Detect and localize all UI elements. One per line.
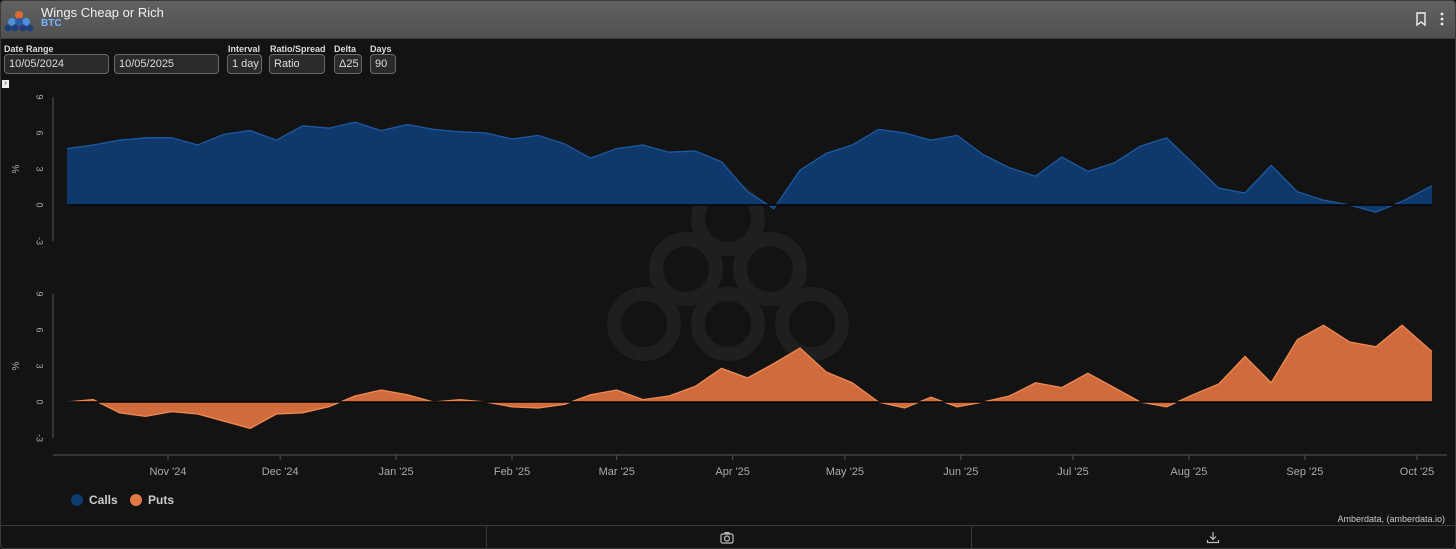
x-tick-label: Apr '25 (715, 466, 750, 478)
x-tick-label: Jan '25 (379, 466, 414, 478)
x-axis: Nov '24 Dec '24 Jan '25 Feb '25 Mar '25 Apr '… (53, 454, 1447, 478)
widget-header: Wings Cheap or Rich BTC (1, 1, 1455, 39)
legend-calls-marker (71, 494, 83, 506)
credit-text: Amberdata, (amberdata.io) (1337, 514, 1445, 524)
expand-toggle-icon[interactable]: › (2, 80, 9, 88)
area-calls[interactable] (67, 122, 1432, 213)
watermark-logo (607, 182, 849, 361)
start-date-input[interactable]: 10/05/2024 (4, 54, 109, 74)
y-tick-label: 6 (35, 327, 45, 332)
asset-label: BTC (41, 18, 62, 29)
interval-label: Interval (228, 44, 261, 54)
legend-puts-marker (130, 494, 142, 506)
y-tick-label: 0 (35, 202, 45, 207)
legend-puts[interactable]: Puts (130, 493, 174, 507)
days-label: Days (370, 44, 392, 54)
amberdata-logo-icon (4, 11, 34, 32)
bookmark-icon[interactable] (1413, 11, 1429, 27)
line-calls (66, 121, 1433, 213)
x-tick-label: Feb '25 (494, 466, 530, 478)
chart-canvas: -3 0 3 6 9% -3 0 3 6 9% Nov '24 Dec '24 Jan '25 Feb '… (11, 94, 1447, 478)
ratio-spread-label: Ratio/Spread (270, 44, 326, 54)
legend-calls-label: Calls (89, 493, 118, 507)
delta-select[interactable]: Δ25 (334, 54, 362, 74)
y-tick-label: -3 (35, 237, 45, 245)
x-tick-label: May '25 (826, 466, 864, 478)
x-tick-label: Jul '25 (1057, 466, 1088, 478)
widget-footer (1, 525, 1455, 548)
panel-calls: -3 0 3 6 9% (11, 94, 1433, 245)
y-axis-label: % (11, 164, 22, 173)
x-tick-label: Jun '25 (943, 466, 978, 478)
ratio-spread-select[interactable]: Ratio (269, 54, 325, 74)
camera-icon (720, 532, 734, 544)
y-tick-label: 0 (35, 399, 45, 404)
line-puts (66, 324, 1433, 430)
days-select[interactable]: 90 (370, 54, 396, 74)
y-tick-label: 3 (35, 166, 45, 171)
y-tick-label: 9 (35, 94, 45, 99)
y-tick-label: 9 (35, 291, 45, 296)
more-vertical-icon[interactable] (1434, 11, 1450, 27)
end-date-input[interactable]: 10/05/2025 (114, 54, 219, 74)
legend-calls[interactable]: Calls (71, 493, 118, 507)
x-tick-label: Dec '24 (262, 466, 299, 478)
footer-cell (1, 526, 487, 548)
date-range-label: Date Range (4, 44, 54, 54)
interval-select[interactable]: 1 day (227, 54, 262, 74)
y-tick-label: -3 (35, 434, 45, 442)
x-tick-label: Aug '25 (1170, 466, 1207, 478)
legend-puts-label: Puts (148, 493, 175, 507)
screenshot-button[interactable] (486, 526, 972, 548)
panel-puts: -3 0 3 6 9% (11, 291, 1433, 442)
x-tick-label: Oct '25 (1400, 466, 1435, 478)
x-tick-label: Nov '24 (149, 466, 186, 478)
y-axis-label: % (11, 361, 22, 370)
download-button[interactable] (971, 526, 1455, 548)
delta-label: Delta (334, 44, 357, 54)
download-icon (1206, 532, 1220, 544)
y-tick-label: 6 (35, 130, 45, 135)
x-tick-label: Mar '25 (599, 466, 635, 478)
x-tick-label: Sep '25 (1286, 466, 1323, 478)
chart-title: Wings Cheap or Rich (41, 5, 164, 20)
y-tick-label: 3 (35, 363, 45, 368)
